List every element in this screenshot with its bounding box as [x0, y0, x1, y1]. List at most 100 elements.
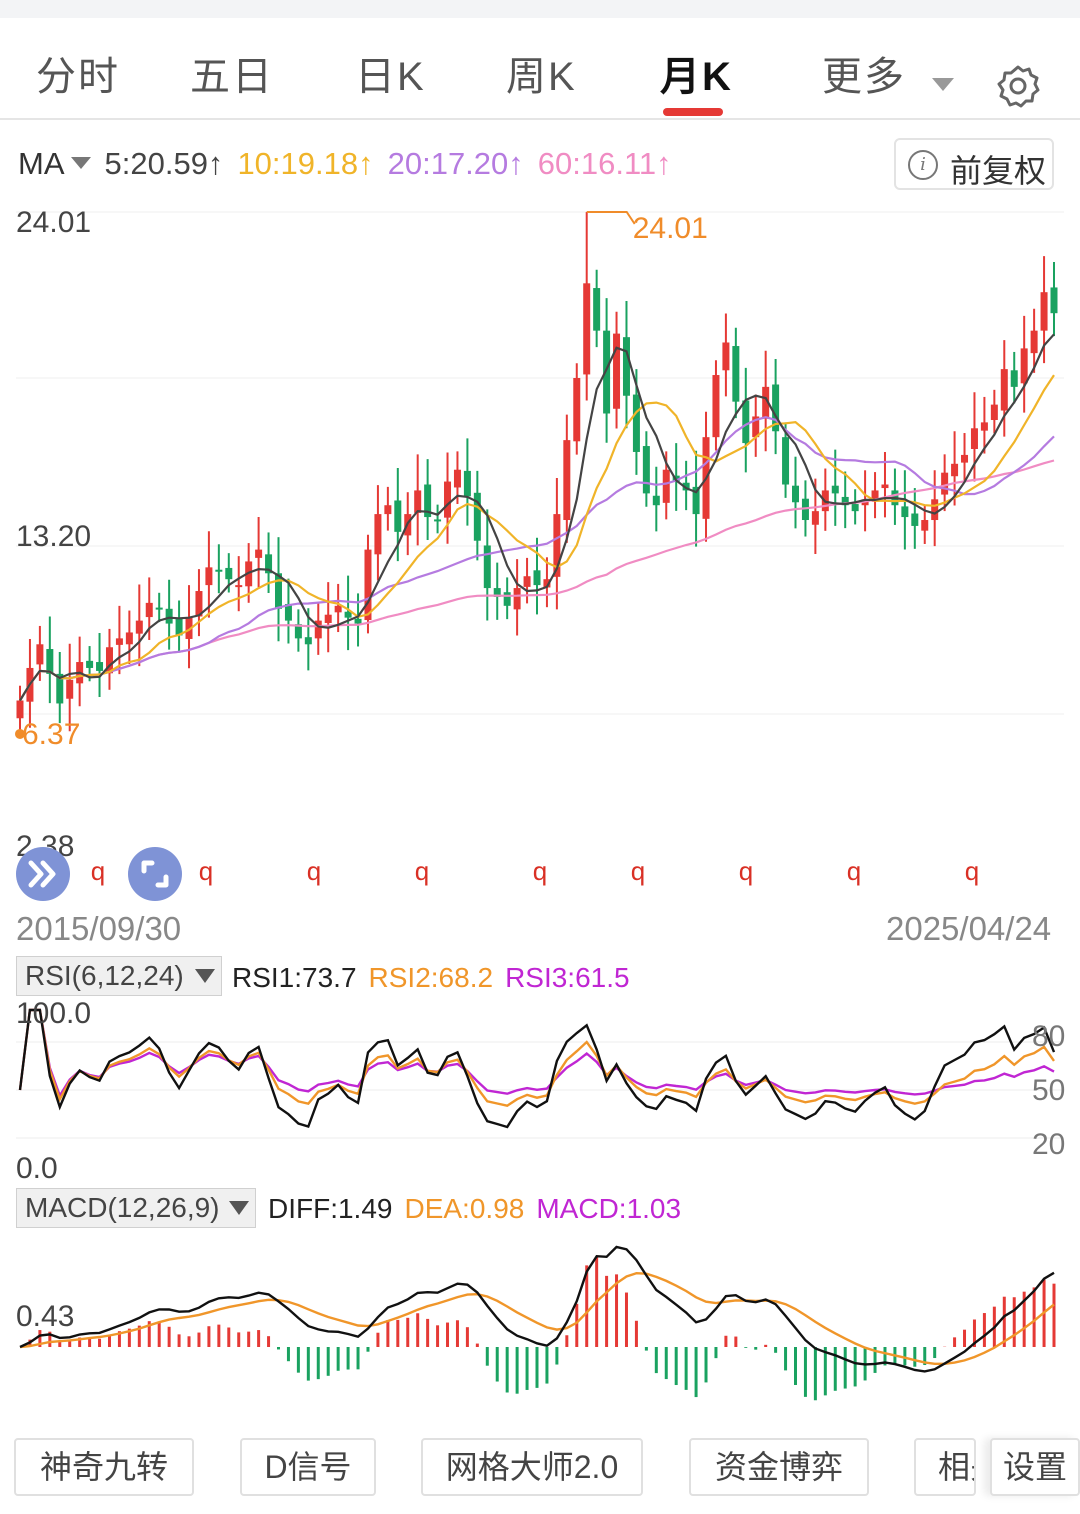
candle-body — [235, 585, 243, 588]
candle-body — [1040, 292, 1048, 331]
rsi-level-20: 20 — [1032, 1128, 1066, 1161]
adjust-button[interactable]: i 前复权 — [894, 138, 1054, 190]
tab-five-day[interactable]: 五日 — [190, 55, 274, 99]
candle-body — [364, 549, 372, 621]
chevron-down-icon — [229, 1201, 249, 1215]
candle-body — [394, 500, 402, 532]
tool-magic-nine[interactable]: 神奇九转 — [14, 1438, 194, 1496]
ma60-value: 60:16.11↑ — [537, 146, 672, 181]
status-strip — [0, 0, 1080, 18]
candle-body — [593, 288, 601, 331]
candle-body — [105, 647, 113, 674]
candle-body — [762, 386, 770, 419]
candle-body — [36, 644, 44, 665]
rsi1-value: RSI1:73.7 — [232, 962, 357, 993]
candle-body — [931, 499, 939, 521]
candle-body — [414, 490, 422, 513]
ma20-value: 20:17.20↑ — [387, 146, 524, 181]
ma-label[interactable]: MA — [18, 146, 65, 181]
chevron-down-icon[interactable] — [932, 78, 954, 91]
candle-body — [851, 504, 859, 512]
candle-body — [354, 618, 362, 624]
chevron-down-icon[interactable] — [70, 156, 91, 169]
candle-body — [1030, 330, 1038, 354]
rsi1-line — [18, 1008, 1056, 1129]
quarter-marker: q — [415, 856, 429, 886]
quarter-marker: q — [965, 856, 979, 886]
settings-button[interactable]: 设置 — [990, 1438, 1080, 1496]
date-end: 2025/04/24 — [886, 910, 1052, 947]
rsi-level-80: 80 — [1032, 1020, 1066, 1053]
macd-axis-label: 0.43 — [16, 1300, 75, 1333]
macd-chart — [19, 1245, 1056, 1401]
candle-body — [682, 482, 690, 491]
candle-body — [344, 611, 352, 618]
candle-body — [294, 624, 302, 639]
tool-grid-master[interactable]: 网格大师2.0 — [421, 1438, 643, 1496]
high-pointer-line — [586, 211, 636, 225]
dea-line — [19, 1271, 1055, 1365]
candle-body — [652, 495, 660, 506]
candle-body — [125, 632, 133, 645]
tab-daily-k[interactable]: 日K — [355, 55, 426, 99]
candle-body — [990, 404, 998, 421]
quarter-marker: q — [631, 856, 645, 886]
low-price-label: 6.37 — [22, 718, 80, 751]
candle-body — [175, 618, 183, 636]
tab-monthly-k[interactable]: 月K — [660, 55, 733, 99]
candle-body — [473, 492, 481, 541]
candle-body — [692, 486, 700, 515]
candle-body — [444, 481, 452, 518]
candle-body — [722, 342, 730, 371]
candle-body — [155, 607, 163, 610]
diff-line — [19, 1245, 1055, 1373]
tab-more[interactable]: 更多 — [822, 55, 906, 99]
price-annotations: 24.01 6.37 q q q q q q q q q — [15, 211, 979, 886]
candle-body — [225, 567, 233, 580]
candle-body — [314, 620, 322, 639]
rsi-selector[interactable]: RSI(6,12,24) — [16, 956, 222, 996]
ma-legend: MA 5:20.59↑ 10:19.18↑ 20:17.20↑ 60:16.11↑ — [18, 146, 686, 182]
candle-body — [911, 513, 919, 526]
candle-body — [56, 673, 64, 704]
candle-body — [483, 545, 491, 589]
double-chevron-right-icon — [28, 860, 56, 888]
candle-body — [523, 576, 531, 587]
candle-body — [732, 346, 740, 402]
indicator-toolbar: 神奇九转 D信号 网格大师2.0 资金博弈 相关 设置 — [0, 1428, 1080, 1514]
rsi-axis-bottom: 0.0 — [16, 1152, 58, 1185]
gear-icon[interactable] — [996, 64, 1040, 108]
macd-values: DIFF:1.49 DEA:0.98 MACD:1.03 — [268, 1193, 693, 1225]
candle-body — [1000, 369, 1008, 411]
expand-sidebar-button[interactable] — [16, 847, 70, 901]
tool-related[interactable]: 相关 — [914, 1438, 976, 1496]
rsi-lines — [18, 1008, 1056, 1129]
active-tab-indicator — [663, 108, 723, 116]
candle-body — [265, 554, 273, 574]
candle-body — [553, 514, 561, 577]
candle-body — [583, 283, 591, 375]
candle-body — [642, 446, 650, 494]
rsi-axis-top: 100.0 — [16, 997, 92, 1030]
candle-body — [881, 484, 889, 489]
low-marker-dot — [15, 728, 25, 739]
candle-body — [782, 437, 790, 485]
candle-body — [811, 511, 819, 525]
macd-selector[interactable]: MACD(12,26,9) — [16, 1188, 256, 1228]
tool-capital-game[interactable]: 资金博弈 — [689, 1438, 869, 1496]
tool-d-signal[interactable]: D信号 — [240, 1438, 376, 1496]
tab-weekly-k[interactable]: 周K — [506, 55, 577, 99]
price-grid — [16, 211, 1064, 715]
candlestick-chart[interactable]: 24.01 6.37 q q q q q q q q q — [0, 0, 1080, 910]
candle-body — [86, 660, 94, 668]
candle-body — [921, 520, 929, 531]
fullscreen-button[interactable] — [128, 847, 182, 901]
candle-body — [543, 579, 551, 588]
candles — [16, 212, 1058, 734]
candle-body — [374, 514, 382, 555]
tab-intraday[interactable]: 分时 — [36, 55, 120, 99]
candle-body — [951, 463, 959, 477]
candle-body — [16, 700, 24, 719]
candle-body — [772, 384, 780, 432]
candle-body — [1020, 348, 1028, 384]
